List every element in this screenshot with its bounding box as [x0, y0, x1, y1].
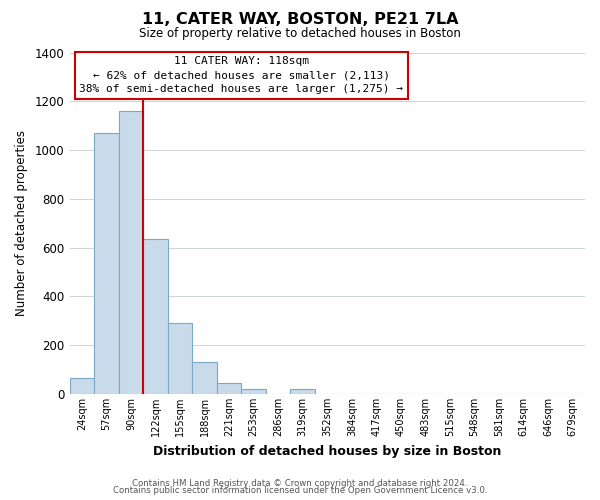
Text: Contains HM Land Registry data © Crown copyright and database right 2024.: Contains HM Land Registry data © Crown c…	[132, 478, 468, 488]
Bar	[192, 362, 217, 394]
X-axis label: Distribution of detached houses by size in Boston: Distribution of detached houses by size …	[153, 444, 502, 458]
Y-axis label: Number of detached properties: Number of detached properties	[15, 130, 28, 316]
Bar	[241, 388, 266, 394]
Bar	[168, 324, 192, 394]
Bar	[290, 389, 315, 394]
Bar	[217, 382, 241, 394]
Text: 11 CATER WAY: 118sqm
← 62% of detached houses are smaller (2,113)
38% of semi-de: 11 CATER WAY: 118sqm ← 62% of detached h…	[79, 56, 403, 94]
Bar	[143, 239, 168, 394]
Text: Size of property relative to detached houses in Boston: Size of property relative to detached ho…	[139, 28, 461, 40]
Text: 11, CATER WAY, BOSTON, PE21 7LA: 11, CATER WAY, BOSTON, PE21 7LA	[142, 12, 458, 28]
Bar	[119, 111, 143, 394]
Text: Contains public sector information licensed under the Open Government Licence v3: Contains public sector information licen…	[113, 486, 487, 495]
Bar	[94, 133, 119, 394]
Bar	[70, 378, 94, 394]
